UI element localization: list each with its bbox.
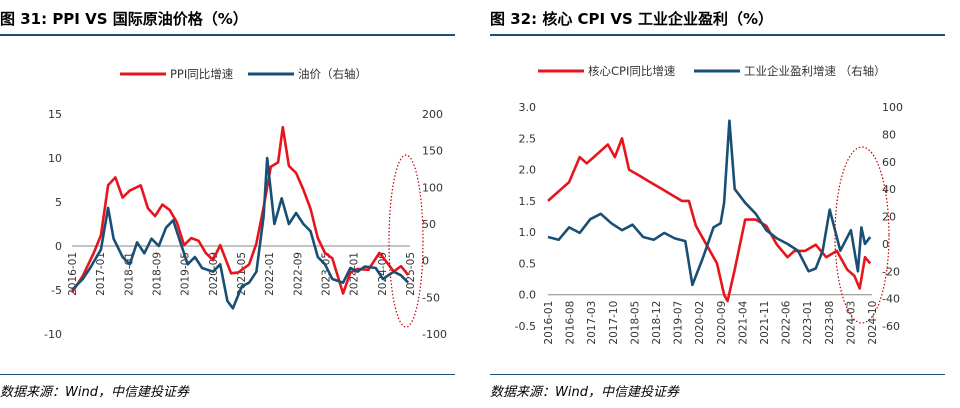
x-tick-label: 2017-01 <box>95 252 107 296</box>
chart-title: 图 31: PPI VS 国际原油价格（%） <box>0 10 248 28</box>
x-tick-label: 2020-09 <box>208 252 220 296</box>
y-left-tick-label: 3.0 <box>519 101 537 114</box>
source-rule <box>0 374 455 375</box>
y-right-tick-label: -50 <box>422 291 440 304</box>
series-line-1 <box>71 156 410 310</box>
y-right-tick-label: 200 <box>422 108 443 121</box>
x-tick-label: 2022-09 <box>292 252 304 296</box>
y-right-tick-label: -60 <box>882 320 900 333</box>
y-left-tick-label: 5 <box>55 196 62 209</box>
x-tick-label: 2021-11 <box>759 301 771 345</box>
y-left-tick-label: 15 <box>48 108 62 121</box>
legend-label-1: 工业企业盈利增速 （右轴） <box>744 64 886 78</box>
x-tick-label: 2018-05 <box>629 301 641 345</box>
cpi-profit-chart: 3.02.52.01.51.00.50.0-0.5100806040200-20… <box>515 64 903 345</box>
title-rule <box>0 34 455 36</box>
x-tick-label: 2022-06 <box>781 300 793 344</box>
series-line-0 <box>547 137 872 303</box>
x-tick-label: 2020-09 <box>716 301 728 345</box>
y-right-tick-label: 150 <box>422 145 443 158</box>
y-right-tick-label: 0 <box>882 238 889 251</box>
y-right-tick-label: 0 <box>422 255 429 268</box>
x-tick-label: 2016-08 <box>565 301 577 345</box>
x-tick-label: 2017-03 <box>586 301 598 345</box>
y-left-tick-label: 10 <box>48 152 62 165</box>
y-right-tick-label: -100 <box>422 328 447 341</box>
y-right-tick-label: 100 <box>422 181 443 194</box>
chart-title: 图 32: 核心 CPI VS 工业企业盈利（%） <box>490 10 774 28</box>
y-left-tick-label: -5 <box>51 284 62 297</box>
x-tick-label: 2025-05 <box>405 252 417 296</box>
y-right-tick-label: -40 <box>882 293 900 306</box>
x-tick-label: 2017-10 <box>608 301 620 345</box>
x-tick-label: 2018-12 <box>651 301 663 345</box>
x-tick-label: 2024-01 <box>349 252 361 296</box>
highlight-ellipse <box>388 154 424 328</box>
legend-label-0: 核心CPI同比增速 <box>588 64 676 78</box>
y-left-tick-label: -0.5 <box>515 320 536 333</box>
x-tick-label: 2024-10 <box>867 301 879 345</box>
y-left-tick-label: 0 <box>55 240 62 253</box>
series-line-1 <box>547 119 872 287</box>
y-left-tick-label: 1.5 <box>519 195 537 208</box>
y-right-tick-label: 100 <box>882 101 903 114</box>
x-tick-label: 2018-01 <box>123 252 135 296</box>
y-right-tick-label: 80 <box>882 128 896 141</box>
y-right-tick-label: 60 <box>882 156 896 169</box>
y-left-tick-label: -10 <box>44 328 62 341</box>
title-rule <box>490 34 945 36</box>
x-tick-label: 2021-04 <box>737 300 749 344</box>
x-tick-label: 2023-01 <box>802 301 814 345</box>
x-tick-label: 2019-07 <box>673 301 685 345</box>
y-right-tick-label: 50 <box>422 218 436 231</box>
source-note: 数据来源：Wind，中信建投证券 <box>490 385 679 400</box>
source-note: 数据来源：Wind，中信建投证券 <box>0 385 189 400</box>
source-rule <box>490 374 945 375</box>
x-tick-label: 2023-08 <box>824 301 836 345</box>
x-tick-label: 2016-01 <box>543 301 555 345</box>
y-left-tick-label: 2.0 <box>519 164 537 177</box>
highlight-ellipse <box>834 146 890 324</box>
y-right-tick-label: -20 <box>882 265 900 278</box>
x-tick-label: 2018-09 <box>152 252 164 296</box>
x-tick-label: 2024-03 <box>845 301 857 345</box>
y-left-tick-label: 2.5 <box>519 132 537 145</box>
y-left-tick-label: 0.5 <box>519 257 537 270</box>
y-left-tick-label: 1.0 <box>519 226 537 239</box>
x-tick-label: 2022-01 <box>264 252 276 296</box>
series-line-0 <box>70 125 410 295</box>
legend-label-1: 油价（右轴） <box>298 67 367 81</box>
legend-label-0: PPI同比增速 <box>170 67 234 81</box>
x-tick-label: 2020-02 <box>694 301 706 345</box>
y-left-tick-label: 0.0 <box>519 289 537 302</box>
